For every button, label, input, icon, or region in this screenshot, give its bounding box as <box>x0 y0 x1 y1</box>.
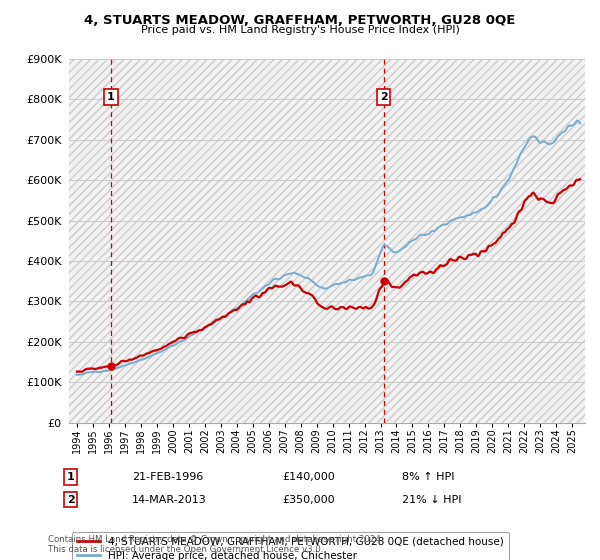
Legend: 4, STUARTS MEADOW, GRAFFHAM, PETWORTH, GU28 0QE (detached house), HPI: Average p: 4, STUARTS MEADOW, GRAFFHAM, PETWORTH, G… <box>71 532 509 560</box>
Text: 2: 2 <box>380 92 388 102</box>
Text: £140,000: £140,000 <box>282 472 335 482</box>
Text: 1: 1 <box>107 92 115 102</box>
Text: 14-MAR-2013: 14-MAR-2013 <box>132 494 207 505</box>
Text: Contains HM Land Registry data © Crown copyright and database right 2024.
This d: Contains HM Land Registry data © Crown c… <box>48 535 383 554</box>
Text: 1: 1 <box>67 472 74 482</box>
Text: 4, STUARTS MEADOW, GRAFFHAM, PETWORTH, GU28 0QE: 4, STUARTS MEADOW, GRAFFHAM, PETWORTH, G… <box>85 14 515 27</box>
Text: 8% ↑ HPI: 8% ↑ HPI <box>402 472 455 482</box>
Text: Price paid vs. HM Land Registry's House Price Index (HPI): Price paid vs. HM Land Registry's House … <box>140 25 460 35</box>
Text: 21-FEB-1996: 21-FEB-1996 <box>132 472 203 482</box>
Text: 21% ↓ HPI: 21% ↓ HPI <box>402 494 461 505</box>
Text: £350,000: £350,000 <box>282 494 335 505</box>
Text: 2: 2 <box>67 494 74 505</box>
